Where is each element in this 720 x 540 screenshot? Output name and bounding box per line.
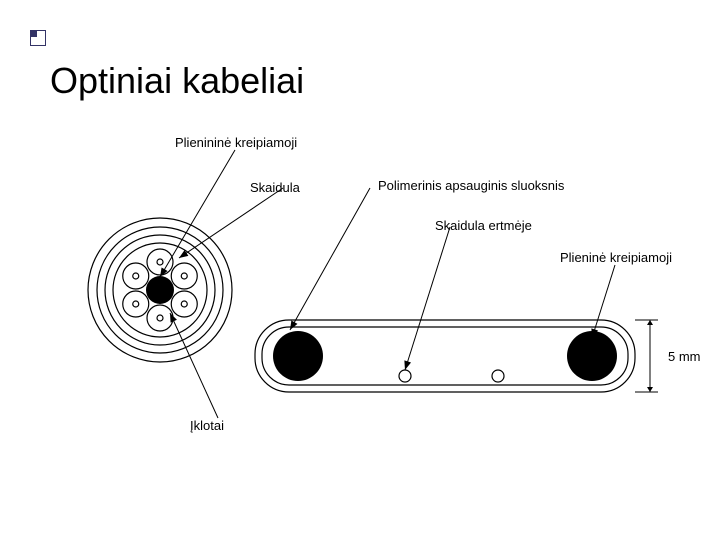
diagram-svg: [0, 0, 720, 540]
